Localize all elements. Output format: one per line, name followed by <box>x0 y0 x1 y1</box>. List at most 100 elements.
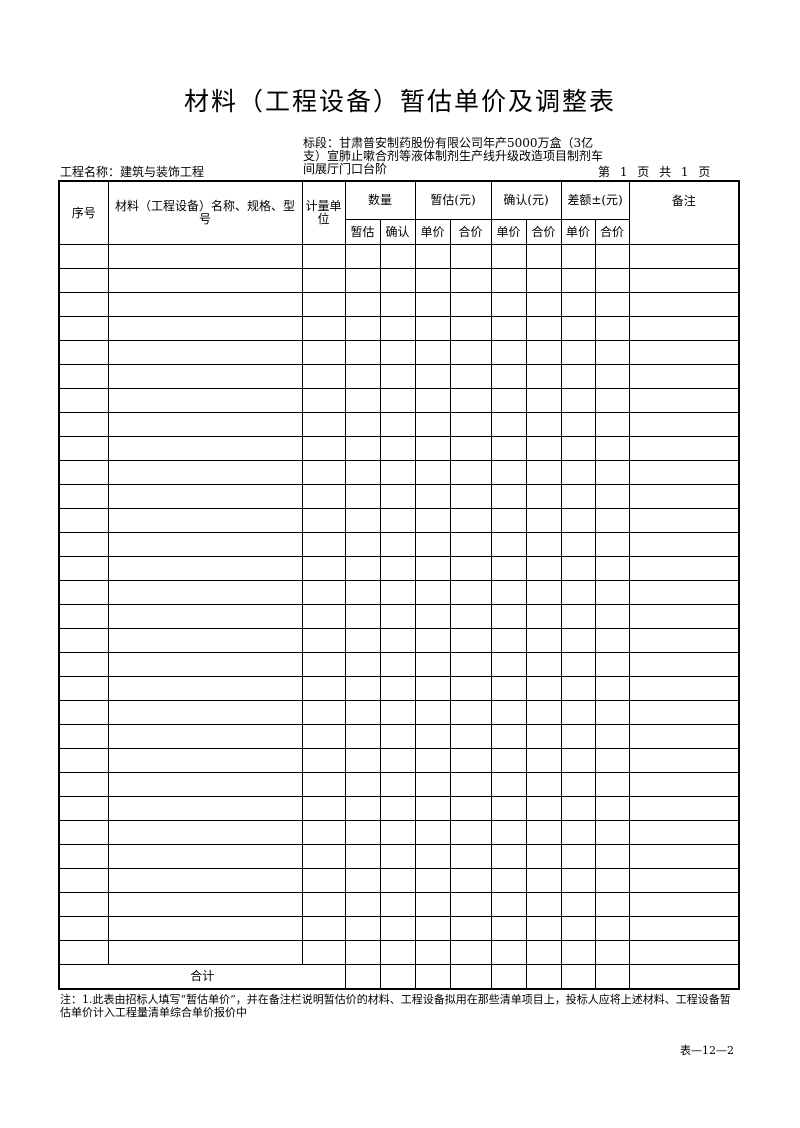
table-cell[interactable] <box>301 556 346 581</box>
table-cell[interactable] <box>414 292 451 317</box>
table-cell[interactable] <box>344 676 381 701</box>
table-cell[interactable] <box>301 580 346 605</box>
table-cell[interactable] <box>414 700 451 725</box>
table-cell[interactable] <box>344 244 381 269</box>
table-cell[interactable] <box>107 412 303 437</box>
table-cell[interactable] <box>379 700 416 725</box>
table-cell[interactable] <box>594 652 630 677</box>
table-cell[interactable] <box>560 628 596 653</box>
table-cell[interactable] <box>628 460 740 485</box>
table-cell[interactable] <box>628 748 740 773</box>
table-cell[interactable] <box>107 724 303 749</box>
table-cell[interactable] <box>449 796 492 821</box>
table-cell[interactable] <box>414 916 451 941</box>
table-cell[interactable] <box>414 244 451 269</box>
table-cell[interactable] <box>594 316 630 341</box>
table-cell[interactable] <box>414 844 451 869</box>
table-cell[interactable] <box>449 388 492 413</box>
table-cell[interactable] <box>107 388 303 413</box>
table-cell[interactable] <box>344 316 381 341</box>
table-cell[interactable] <box>107 268 303 293</box>
table-cell[interactable] <box>628 556 740 581</box>
table-cell[interactable] <box>490 316 527 341</box>
table-cell[interactable] <box>525 628 562 653</box>
table-cell[interactable] <box>560 316 596 341</box>
total-cell[interactable] <box>449 964 492 990</box>
table-cell[interactable] <box>628 292 740 317</box>
table-cell[interactable] <box>594 388 630 413</box>
table-cell[interactable] <box>525 556 562 581</box>
table-cell[interactable] <box>449 268 492 293</box>
table-cell[interactable] <box>107 340 303 365</box>
table-cell[interactable] <box>628 364 740 389</box>
table-cell[interactable] <box>594 604 630 629</box>
table-cell[interactable] <box>58 532 109 557</box>
table-cell[interactable] <box>560 340 596 365</box>
table-cell[interactable] <box>301 940 346 965</box>
table-cell[interactable] <box>301 868 346 893</box>
table-cell[interactable] <box>301 724 346 749</box>
table-cell[interactable] <box>560 556 596 581</box>
table-cell[interactable] <box>379 796 416 821</box>
table-cell[interactable] <box>449 604 492 629</box>
table-cell[interactable] <box>301 676 346 701</box>
table-cell[interactable] <box>344 772 381 797</box>
table-cell[interactable] <box>301 700 346 725</box>
table-cell[interactable] <box>344 556 381 581</box>
table-cell[interactable] <box>490 436 527 461</box>
table-cell[interactable] <box>58 244 109 269</box>
table-cell[interactable] <box>449 892 492 917</box>
table-cell[interactable] <box>107 244 303 269</box>
table-cell[interactable] <box>594 580 630 605</box>
table-cell[interactable] <box>301 892 346 917</box>
table-cell[interactable] <box>107 460 303 485</box>
table-cell[interactable] <box>525 820 562 845</box>
table-cell[interactable] <box>525 916 562 941</box>
table-cell[interactable] <box>58 556 109 581</box>
table-cell[interactable] <box>449 532 492 557</box>
table-cell[interactable] <box>301 820 346 845</box>
table-cell[interactable] <box>449 412 492 437</box>
table-cell[interactable] <box>379 652 416 677</box>
table-cell[interactable] <box>628 652 740 677</box>
table-cell[interactable] <box>628 340 740 365</box>
table-cell[interactable] <box>490 916 527 941</box>
table-cell[interactable] <box>344 700 381 725</box>
table-cell[interactable] <box>560 436 596 461</box>
table-cell[interactable] <box>628 892 740 917</box>
table-cell[interactable] <box>449 844 492 869</box>
table-cell[interactable] <box>449 364 492 389</box>
table-cell[interactable] <box>490 796 527 821</box>
table-cell[interactable] <box>344 796 381 821</box>
table-cell[interactable] <box>58 292 109 317</box>
table-cell[interactable] <box>525 244 562 269</box>
table-cell[interactable] <box>107 748 303 773</box>
table-cell[interactable] <box>449 916 492 941</box>
table-cell[interactable] <box>379 508 416 533</box>
table-cell[interactable] <box>414 412 451 437</box>
table-cell[interactable] <box>628 940 740 965</box>
table-cell[interactable] <box>379 748 416 773</box>
table-cell[interactable] <box>107 508 303 533</box>
table-cell[interactable] <box>344 340 381 365</box>
total-cell[interactable] <box>414 964 451 990</box>
table-cell[interactable] <box>594 460 630 485</box>
table-cell[interactable] <box>344 628 381 653</box>
table-cell[interactable] <box>107 844 303 869</box>
table-cell[interactable] <box>560 700 596 725</box>
table-cell[interactable] <box>107 892 303 917</box>
table-cell[interactable] <box>301 388 346 413</box>
table-cell[interactable] <box>594 268 630 293</box>
table-cell[interactable] <box>560 484 596 509</box>
table-cell[interactable] <box>594 340 630 365</box>
table-cell[interactable] <box>490 556 527 581</box>
table-cell[interactable] <box>490 820 527 845</box>
table-cell[interactable] <box>107 796 303 821</box>
table-cell[interactable] <box>58 268 109 293</box>
table-cell[interactable] <box>107 940 303 965</box>
table-cell[interactable] <box>379 244 416 269</box>
table-cell[interactable] <box>449 700 492 725</box>
table-cell[interactable] <box>490 868 527 893</box>
table-cell[interactable] <box>525 580 562 605</box>
table-cell[interactable] <box>594 700 630 725</box>
